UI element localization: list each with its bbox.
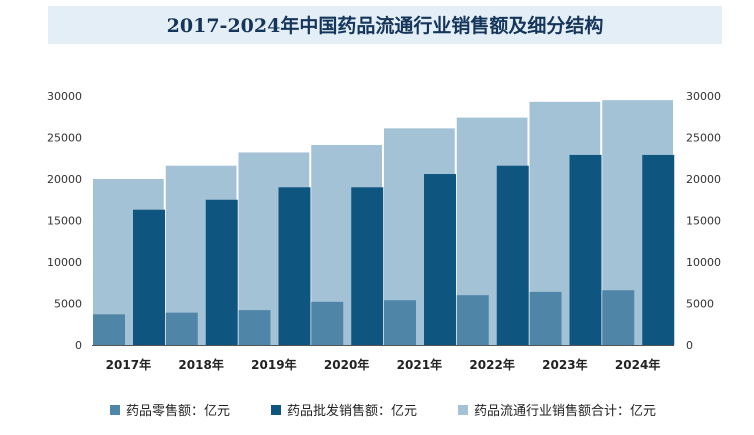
bars-layer [93,100,675,346]
y-tick-label-right: 25000 [686,132,721,145]
x-tick-label: 2020年 [324,357,369,372]
bar-wholesale-1 [205,199,238,345]
bar-retail-4 [384,300,416,345]
bar-retail-0 [93,314,125,345]
y-tick-label-right: 15000 [686,215,721,228]
title-banner [48,6,722,44]
chart-title: 2017-2024年中国药品流通行业销售额及细分结构 [167,14,604,37]
legend-label: 药品流通行业销售额合计：亿元 [474,403,656,419]
bar-retail-5 [456,295,489,345]
legend-label: 药品批发销售额：亿元 [287,403,417,419]
bar-wholesale-5 [496,165,529,345]
y-tick-label-left: 10000 [47,256,82,269]
y-tick-label-left: 0 [75,339,82,352]
y-tick-label-right: 0 [686,339,693,352]
x-tick-label: 2023年 [542,357,587,372]
bar-wholesale-2 [278,187,311,345]
x-tick-label: 2024年 [615,357,660,372]
y-tick-label-right: 5000 [686,298,714,311]
bar-retail-6 [529,291,562,345]
bar-retail-7 [602,290,635,345]
bar-wholesale-7 [642,154,675,345]
x-tick-label: 2019年 [251,357,296,372]
legend-swatch [110,405,120,415]
x-tick-label: 2021年 [397,357,442,372]
bar-wholesale-6 [569,154,602,345]
x-axis: 2017年 2018年 2019年 2020年 2021年 2022年 2023年 2024年 [106,357,661,372]
bar-wholesale-0 [133,209,165,345]
bar-wholesale-4 [424,174,456,345]
bar-retail-3 [311,301,344,345]
y-tick-label-left: 30000 [47,90,82,103]
bar-retail-2 [238,310,271,345]
x-tick-label: 2017年 [106,357,151,372]
y-tick-label-left: 15000 [47,215,82,228]
legend: 药品零售额：亿元 药品批发销售额：亿元 药品流通行业销售额合计：亿元 [110,403,656,419]
bar-wholesale-3 [351,187,384,345]
x-tick-label: 2018年 [178,357,223,372]
bar-retail-1 [165,312,198,345]
y-tick-label-left: 5000 [54,298,82,311]
y-tick-label-left: 25000 [47,132,82,145]
y-tick-label-right: 10000 [686,256,721,269]
y-tick-label-right: 20000 [686,173,721,186]
y-tick-label-right: 30000 [686,90,721,103]
left-y-axis: 0 5000 10000 15000 20000 25000 30000 [47,90,82,352]
x-tick-label: 2022年 [469,357,514,372]
legend-swatch [458,405,468,415]
legend-label: 药品零售额：亿元 [126,403,230,419]
y-tick-label-left: 20000 [47,173,82,186]
right-y-axis: 0 5000 10000 15000 20000 25000 30000 [686,90,721,352]
legend-swatch [271,405,281,415]
